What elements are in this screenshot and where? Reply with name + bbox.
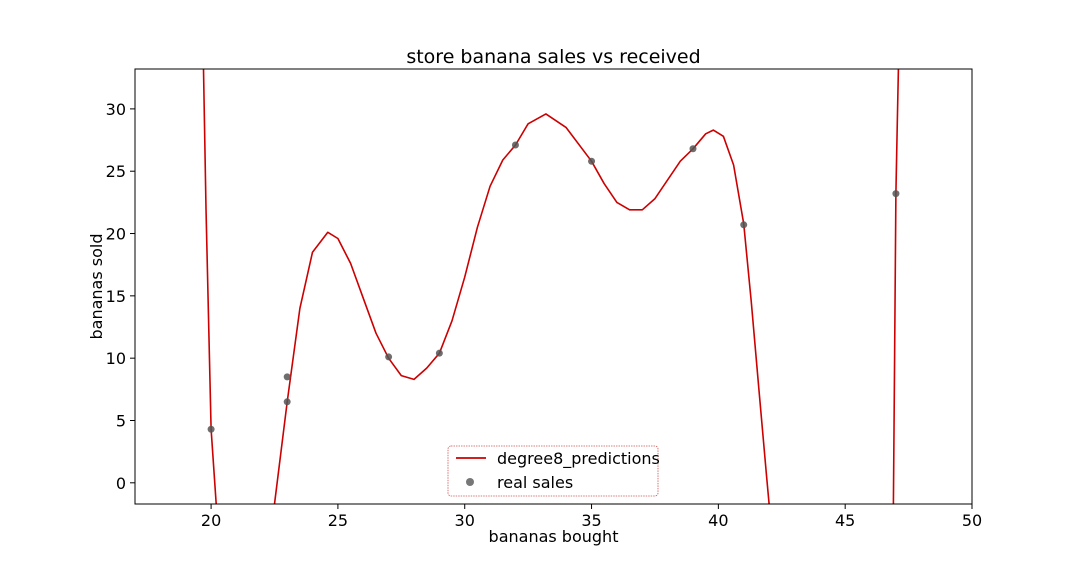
axes-frame bbox=[134, 68, 973, 505]
y-tick-label: 15 bbox=[106, 287, 126, 306]
y-tick-label: 20 bbox=[106, 225, 126, 244]
x-tick-label: 50 bbox=[962, 511, 982, 530]
prediction-curve-segment bbox=[273, 113, 770, 504]
x-tick-label: 35 bbox=[581, 511, 601, 530]
real-sales-point bbox=[588, 157, 596, 165]
real-sales-point bbox=[207, 425, 215, 433]
real-sales-point bbox=[435, 349, 443, 357]
x-tick-label: 30 bbox=[455, 511, 475, 530]
y-tick-label: 0 bbox=[116, 474, 126, 493]
x-tick-label: 45 bbox=[835, 511, 855, 530]
y-axis-label: bananas sold bbox=[87, 234, 106, 340]
y-tick-label: 25 bbox=[106, 162, 126, 181]
x-axis: 20 25 30 35 40 45 50 bbox=[201, 504, 982, 530]
x-axis-label: bananas bought bbox=[489, 527, 619, 546]
real-sales-point bbox=[740, 221, 748, 229]
x-tick-label: 40 bbox=[708, 511, 728, 530]
y-tick-label: 5 bbox=[116, 411, 126, 430]
x-tick-label: 25 bbox=[328, 511, 348, 530]
chart-title: store banana sales vs received bbox=[406, 46, 700, 68]
real-sales-point bbox=[283, 398, 291, 406]
x-tick-label: 20 bbox=[201, 511, 221, 530]
legend-box bbox=[447, 445, 659, 497]
real-sales-point bbox=[511, 141, 519, 149]
legend: degree8_predictions real sales bbox=[447, 445, 660, 497]
real-sales-point bbox=[283, 373, 291, 381]
real-sales-point bbox=[385, 353, 393, 361]
prediction-curve-segment bbox=[892, 69, 900, 504]
plot-area bbox=[202, 69, 900, 504]
real-sales-point bbox=[892, 190, 900, 198]
legend-label-real-sales: real sales bbox=[497, 473, 573, 492]
legend-marker-swatch bbox=[466, 478, 474, 486]
y-axis: 0 5 10 15 20 25 30 bbox=[106, 100, 135, 493]
prediction-curve-segment bbox=[202, 69, 217, 504]
real-sales-point bbox=[689, 145, 697, 153]
y-tick-label: 10 bbox=[106, 349, 126, 368]
y-tick-label: 30 bbox=[106, 100, 126, 119]
legend-label-predictions: degree8_predictions bbox=[497, 449, 660, 469]
